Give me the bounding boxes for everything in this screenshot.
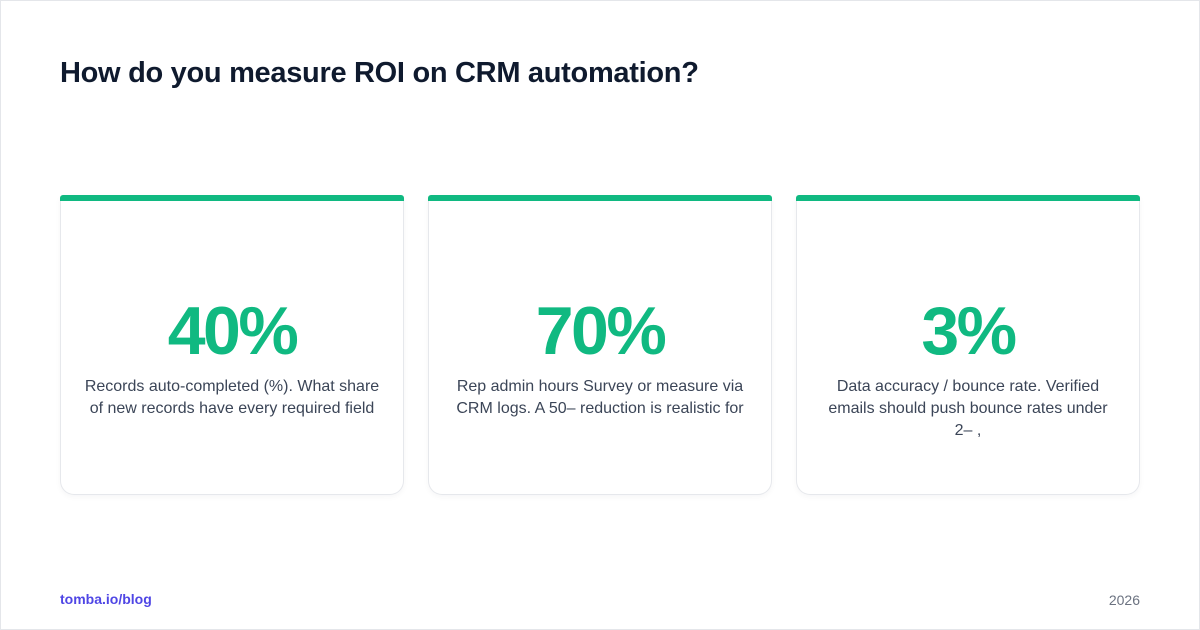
stat-description: Records auto-completed (%). What share o… <box>84 378 380 417</box>
card-accent-bar <box>428 195 772 201</box>
stat-value: 40% <box>167 293 299 369</box>
stat-description: Data accuracy / bounce rate. Verified em… <box>828 378 1108 439</box>
stat-description: Rep admin hours Survey or measure via CR… <box>456 378 744 417</box>
footer-year: 2026 <box>1108 592 1140 608</box>
footer-blog-link[interactable]: tomba.io/blog <box>60 591 152 607</box>
stat-card-rep-admin-hours: 70% Rep admin hours Survey or measure vi… <box>428 195 772 495</box>
page-title: How do you measure ROI on CRM automation… <box>60 57 699 89</box>
stat-card-data-accuracy: 3% Data accuracy / bounce rate. Verified… <box>796 195 1140 495</box>
stat-value: 70% <box>535 293 667 369</box>
stat-card-records-auto-completed: 40% Records auto-completed (%). What sha… <box>60 195 404 495</box>
card-accent-bar <box>796 195 1140 201</box>
card-accent-bar <box>60 195 404 201</box>
stat-value: 3% <box>921 293 1017 369</box>
